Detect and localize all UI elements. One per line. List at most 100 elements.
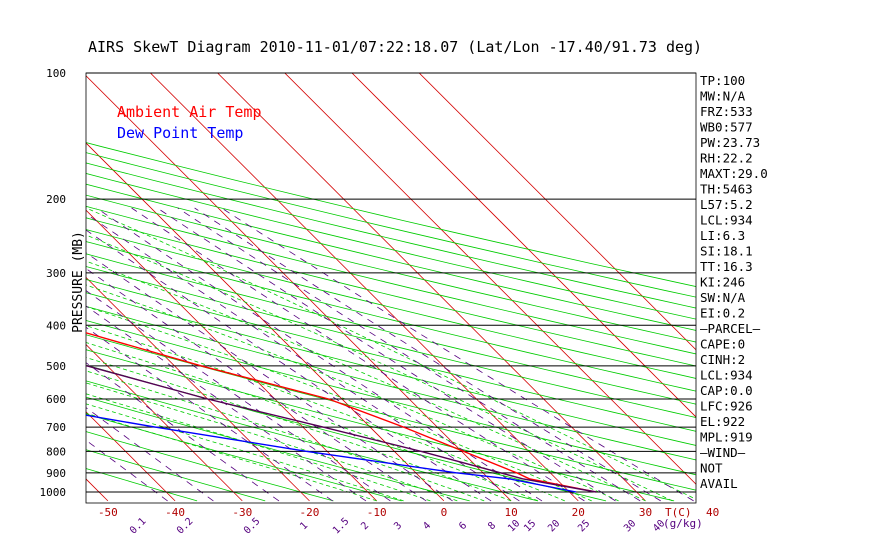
mixing-ratio-label: 0.1	[128, 516, 149, 537]
dry-adiabat-line	[86, 253, 696, 405]
pressure-tick-label: 100	[46, 67, 66, 80]
moist-adiabat-line	[86, 393, 431, 502]
stat-line: LCL:934	[700, 213, 753, 228]
mixing-ratio-line	[86, 290, 391, 502]
moist-adiabat-line	[86, 207, 696, 500]
isotherm-line	[0, 64, 41, 501]
mixing-ratio-label: 1	[298, 520, 310, 532]
mixing-ratio-line	[86, 268, 427, 502]
bottom-temp-tick-label: 10	[504, 506, 517, 519]
mixing-ratio-label: 2	[359, 520, 371, 532]
moist-adiabat-line	[86, 284, 619, 502]
mixing-ratio-line	[177, 207, 641, 502]
mixing-ratio-line	[221, 207, 694, 502]
mixing-ratio-label: 20	[546, 518, 562, 534]
dry-adiabat-line	[86, 266, 696, 418]
bottom-temp-tick-label: 20	[572, 506, 585, 519]
bottom-temp-tick-label: 40	[706, 506, 719, 519]
isobar-grid	[85, 72, 697, 504]
dry-adiabat-line	[86, 413, 402, 502]
mixing-ratio-line	[96, 207, 543, 502]
stat-line: L57:5.2	[700, 197, 753, 212]
stat-line: MAXT:29.0	[700, 166, 768, 181]
mixing-ratio-label: 8	[486, 520, 498, 532]
moist-adiabat-line	[86, 370, 485, 502]
pressure-tick-label: 800	[46, 445, 66, 458]
isotherm-line	[86, 344, 243, 502]
mixing-ratio-axis: 0.1 0.2 0.5 1 1.5 2 3 4 6 8 10 15 20 25 30 40	[128, 516, 667, 537]
stat-line: LI:6.3	[700, 228, 745, 243]
stat-line: RH:22.2	[700, 151, 753, 166]
pressure-tick-label: 200	[46, 193, 66, 206]
mixing-ratio-line	[194, 207, 661, 502]
isotherm-line	[86, 276, 310, 502]
isotherm-line	[284, 73, 696, 485]
dry-adiabat-grid	[86, 142, 696, 502]
stat-line: NOT	[700, 461, 723, 476]
stat-line: LCL:934	[700, 368, 753, 383]
legend-dew-point-temp: Dew Point Temp	[117, 124, 243, 142]
plot-frame	[85, 72, 697, 504]
chart-title: AIRS SkewT Diagram 2010-11-01/07:22:18.0…	[88, 38, 702, 56]
mixing-ratio-line	[131, 207, 585, 502]
mixing-ratio-line	[86, 252, 453, 502]
moist-adiabat-line	[86, 403, 404, 502]
dry-adiabat-line	[86, 305, 696, 461]
mixing-ratio-line	[157, 207, 616, 502]
stat-line: WB0:577	[700, 120, 753, 135]
dry-adiabat-line	[86, 205, 696, 355]
stat-line: —PARCEL—	[700, 321, 761, 336]
dry-adiabat-line	[86, 279, 696, 432]
dry-adiabat-line	[86, 173, 696, 320]
mixing-ratio-line	[86, 407, 214, 502]
pressure-tick-label: 900	[46, 467, 66, 480]
series-line-ambient-air-temp	[86, 332, 597, 493]
mixing-ratio-label: 4	[421, 520, 433, 532]
pressure-tick-label: 300	[46, 267, 66, 280]
stat-line: TH:5463	[700, 182, 753, 197]
mixing-ratio-label: 30	[622, 518, 638, 534]
mixing-ratio-label: 3	[392, 520, 404, 532]
isotherm-line	[86, 478, 109, 502]
dry-adiabat-line	[86, 162, 696, 309]
mixing-unit-label: (g/kg)	[663, 517, 703, 530]
isotherm-line	[351, 73, 696, 418]
stat-line: CAPE:0	[700, 337, 745, 352]
dry-adiabat-line	[86, 183, 696, 331]
stat-line: MW:N/A	[700, 89, 746, 104]
dry-adiabat-line	[86, 320, 696, 476]
bottom-temp-tick-label: 30	[639, 506, 652, 519]
stat-line: MPL:919	[700, 430, 753, 445]
isotherm-line	[86, 411, 176, 502]
bottom-temp-tick-label: 0	[441, 506, 448, 519]
stats-panel: TP:100MW:N/AFRZ:533WB0:577PW:23.73RH:22.…	[700, 73, 768, 491]
y-axis-label: PRESSURE (MB)	[71, 231, 86, 333]
series-line-dew-point-temp	[86, 414, 577, 493]
bottom-temp-tick-label: -40	[165, 506, 185, 519]
mixing-ratio-label: 0.5	[242, 516, 263, 537]
mixing-ratio-label: 1.5	[331, 516, 352, 537]
stat-line: KI:246	[700, 275, 745, 290]
pressure-tick-label: 500	[46, 360, 66, 373]
moist-adiabat-line	[86, 260, 646, 502]
stat-line: AVAIL	[700, 476, 738, 491]
dry-adiabat-line	[86, 241, 696, 392]
stat-line: SW:N/A	[700, 290, 746, 305]
bottom-temp-tick-label: -20	[300, 506, 320, 519]
mixing-ratio-line	[86, 213, 520, 502]
isotherm-line	[86, 142, 445, 502]
mixing-ratio-line	[86, 229, 492, 502]
mixing-ratio-label: 0.2	[175, 516, 196, 537]
moist-adiabat-line	[86, 234, 673, 502]
mixing-ratio-line	[86, 362, 280, 502]
dry-adiabat-line	[86, 217, 696, 367]
dry-adiabat-line	[86, 142, 696, 287]
pressure-tick-label: 1000	[40, 486, 67, 499]
dry-adiabat-line	[86, 431, 334, 502]
stat-line: EI:0.2	[700, 306, 745, 321]
isotherm-line	[86, 209, 377, 502]
moist-adiabat-line	[86, 306, 592, 502]
stat-line: PW:23.73	[700, 135, 760, 150]
dry-adiabat-line	[86, 449, 266, 502]
pressure-tick-label: 700	[46, 421, 66, 434]
